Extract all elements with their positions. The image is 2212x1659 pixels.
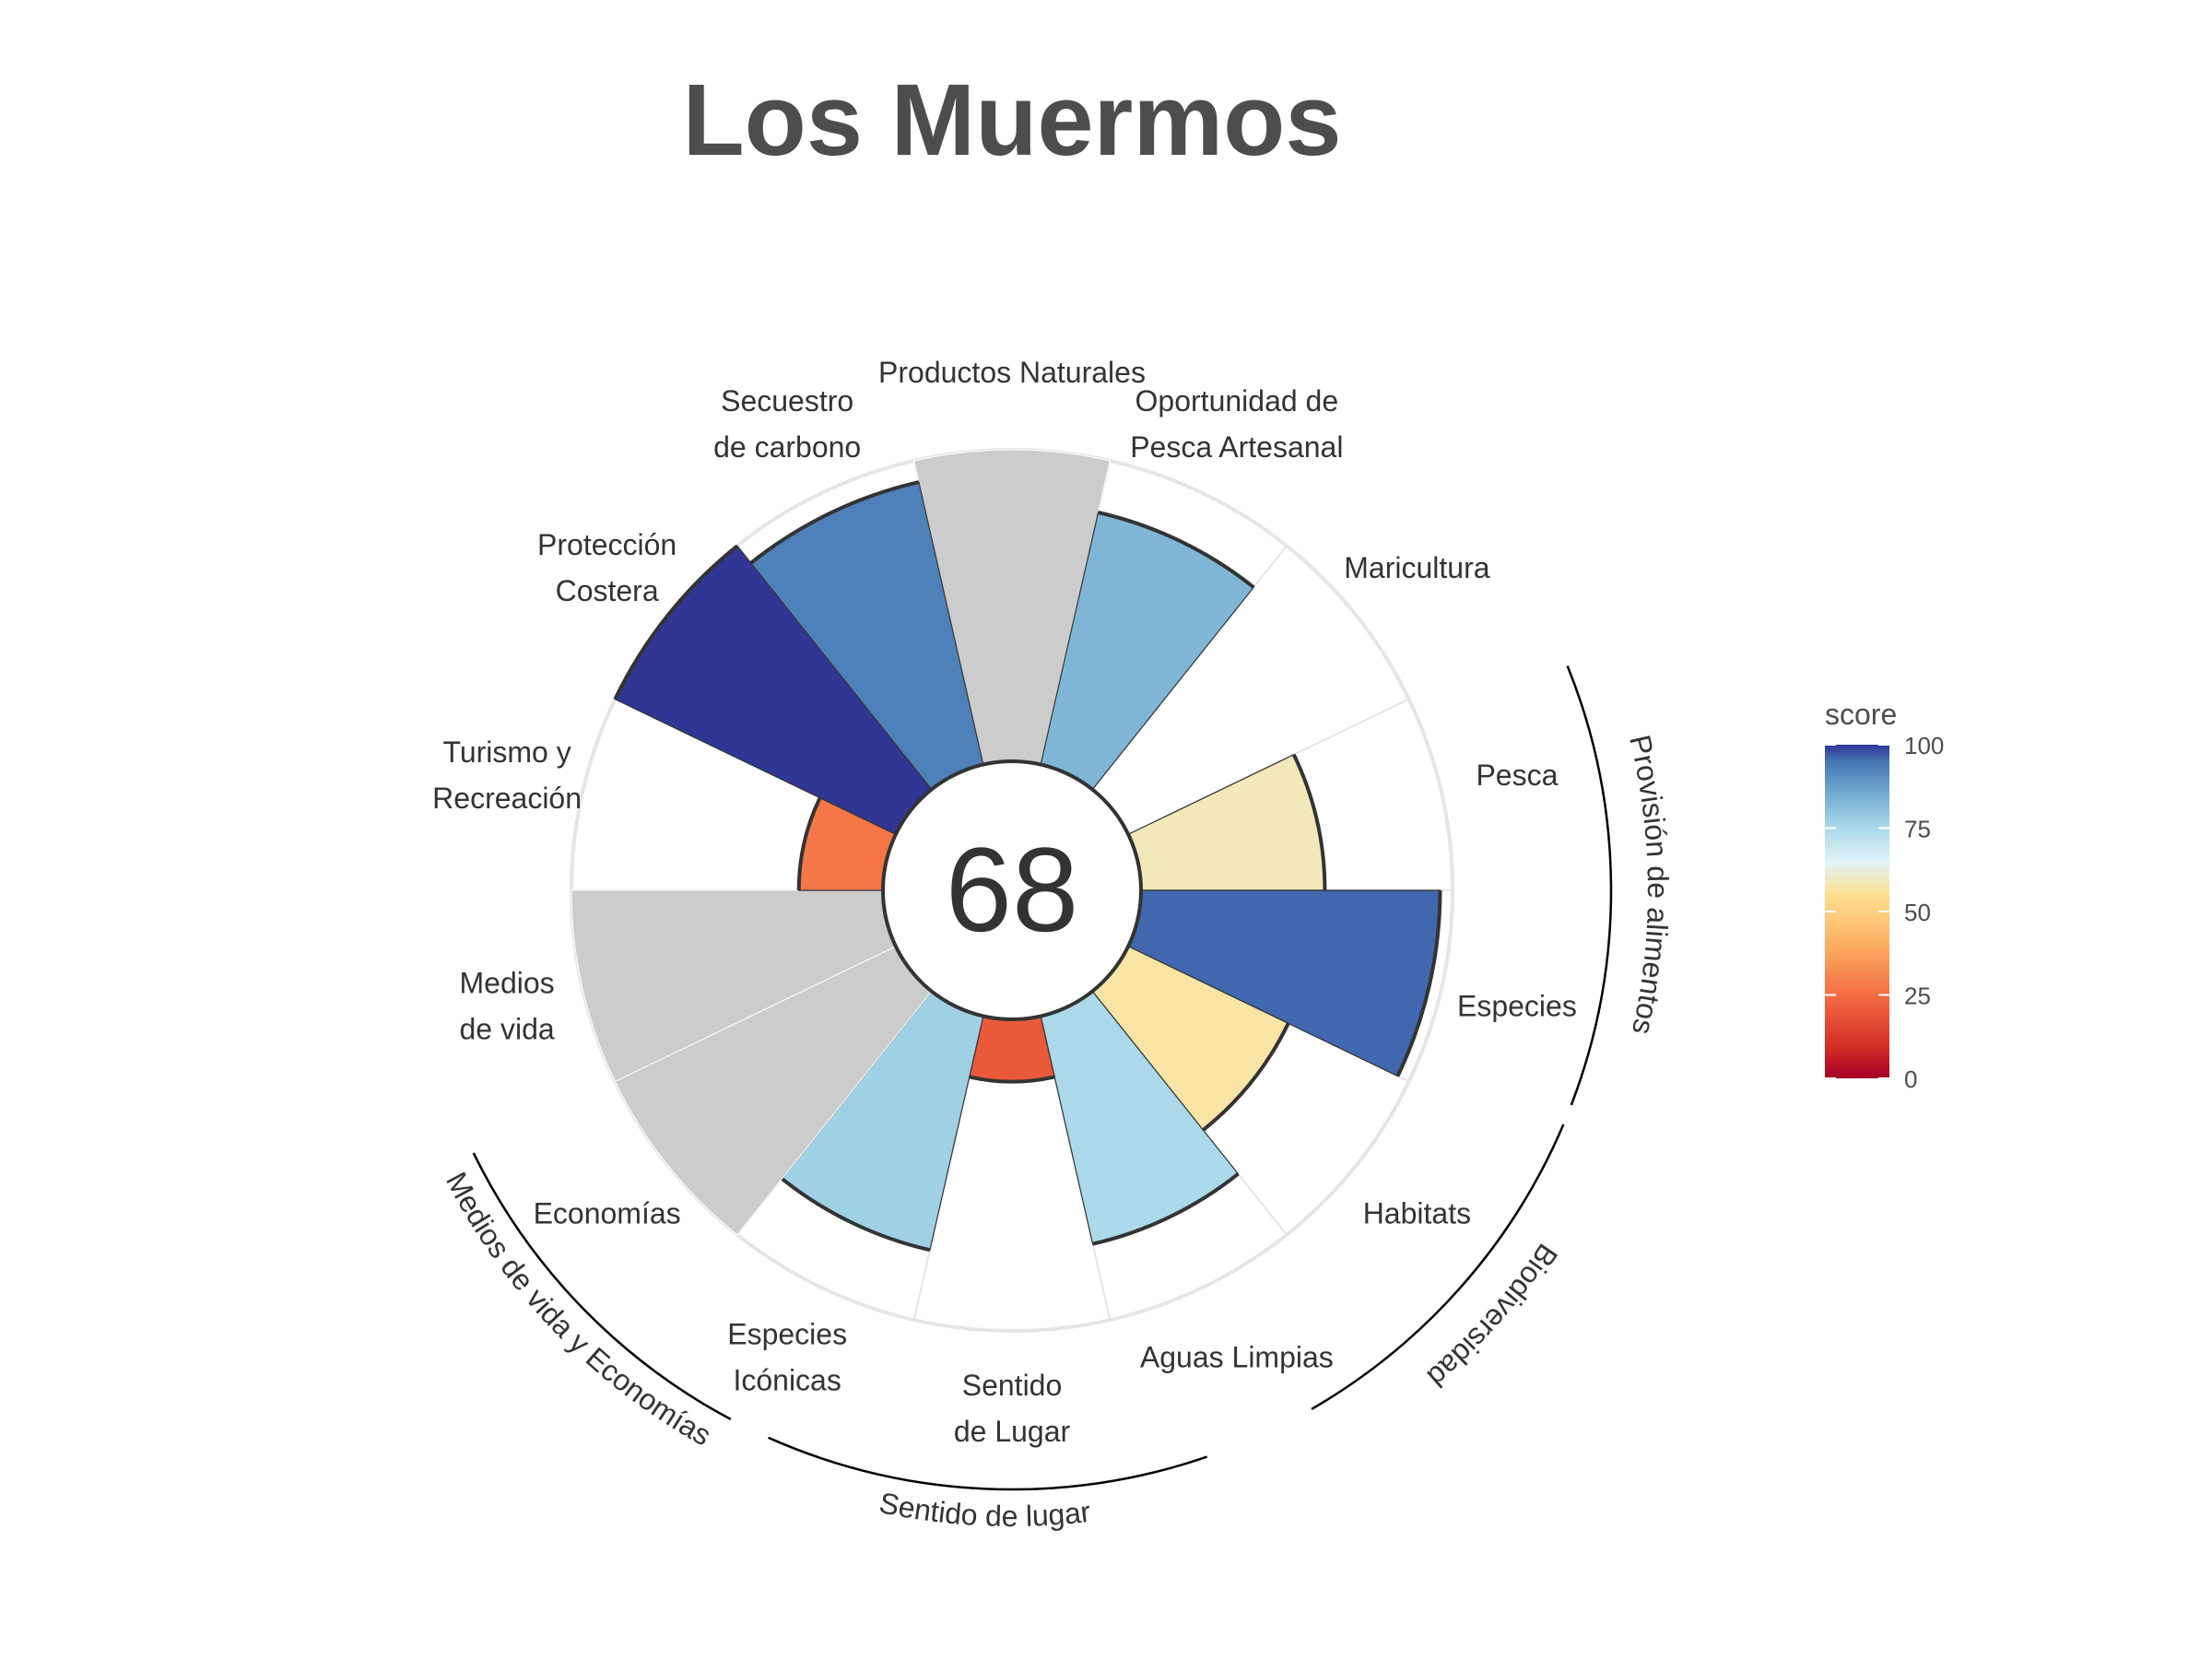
bar-outline [1202, 1022, 1290, 1132]
category-label: Secuestro de carbono [713, 384, 861, 464]
legend-ticks: 0 25 50 75 100 [1825, 732, 1944, 1093]
category-label-line: Productos Naturales [878, 356, 1146, 389]
group-label-text: Provisión de alimentos [1623, 732, 1675, 1038]
category-label-line: Pesca [1476, 759, 1558, 792]
bar [969, 1015, 1055, 1083]
category-label: Maricultura [1344, 551, 1489, 584]
group-label-text: Sentido de lugar [877, 1486, 1092, 1533]
bar-outline [781, 1177, 931, 1253]
category-label-line: Especies [727, 1318, 847, 1351]
category-label-line: Pesca Artesanal [1130, 430, 1343, 464]
category-label: Protección Costera [537, 528, 677, 607]
category-label-line: Especies [1457, 989, 1577, 1022]
category-label-line: Secuestro [721, 384, 853, 418]
group-label: Sentido de lugar [877, 1486, 1092, 1533]
bar-outline [796, 796, 822, 891]
category-label: Habitats [1363, 1197, 1471, 1230]
category-label: Economías [534, 1197, 681, 1230]
group-label: Provisión de alimentos [1623, 732, 1675, 1038]
category-label-line: de Lugar [954, 1415, 1071, 1448]
legend-title: score [1825, 698, 1897, 731]
bar [1127, 753, 1326, 891]
legend-tick-label: 25 [1904, 982, 1931, 1010]
bar-outline [969, 1075, 1055, 1084]
bar-outline [1395, 889, 1442, 1077]
bar-outline [1098, 511, 1255, 589]
category-label: Especies Icónicas [727, 1318, 847, 1397]
legend-tick-label: 75 [1904, 816, 1931, 843]
category-label: Pesca [1476, 759, 1558, 792]
category-label-line: de vida [459, 1012, 554, 1045]
category-label-line: de carbono [713, 430, 861, 464]
bar-outline [1092, 1172, 1240, 1246]
group-label-text: Biodiversidad [1421, 1238, 1564, 1394]
legend: score 0 25 50 75 100 [1825, 698, 1944, 1093]
center-score: 68 [946, 822, 1079, 957]
category-label-line: Turismo y [442, 735, 571, 769]
category-label-line: Sentido [962, 1369, 1063, 1402]
group-arc [1566, 665, 1613, 1106]
legend-tick-label: 100 [1904, 732, 1944, 759]
group-label-path [1539, 535, 1648, 1237]
category-label-line: Economías [534, 1197, 681, 1230]
category-label: Productos Naturales [878, 356, 1146, 389]
category-label: Aguas Limpias [1140, 1341, 1334, 1374]
legend-tick-label: 0 [1904, 1065, 1917, 1093]
category-label-line: Habitats [1363, 1197, 1471, 1230]
category-label-line: Protección [537, 528, 677, 561]
category-label-line: Costera [556, 574, 659, 607]
chart-title: Los Muermos [682, 64, 1341, 177]
center-circle [881, 759, 1143, 1021]
category-label-line: Medios [460, 966, 555, 999]
group-arc [472, 1152, 732, 1421]
group-arc [1311, 1124, 1565, 1411]
group-label: Biodiversidad [1421, 1238, 1564, 1394]
bars [571, 449, 1442, 1253]
category-label-line: Aguas Limpias [1140, 1341, 1334, 1374]
legend-tick-label: 50 [1904, 899, 1931, 926]
bar-outline [749, 480, 920, 565]
category-label-line: Maricultura [1344, 551, 1489, 584]
category-label: Especies [1457, 989, 1577, 1022]
category-label: Sentido de Lugar [954, 1369, 1071, 1448]
category-label-line: Icónicas [733, 1364, 841, 1397]
category-label-line: Oportunidad de [1135, 384, 1339, 418]
category-label: Turismo y Recreación [432, 735, 582, 815]
group-arc [768, 1436, 1208, 1491]
category-label: Oportunidad de Pesca Artesanal [1130, 384, 1343, 464]
group-label-path [1208, 1012, 1636, 1496]
category-label: Medios de vida [459, 966, 554, 1045]
bar-outline [613, 544, 739, 700]
category-label-line: Recreación [432, 782, 582, 815]
bar-outline [1292, 753, 1327, 891]
